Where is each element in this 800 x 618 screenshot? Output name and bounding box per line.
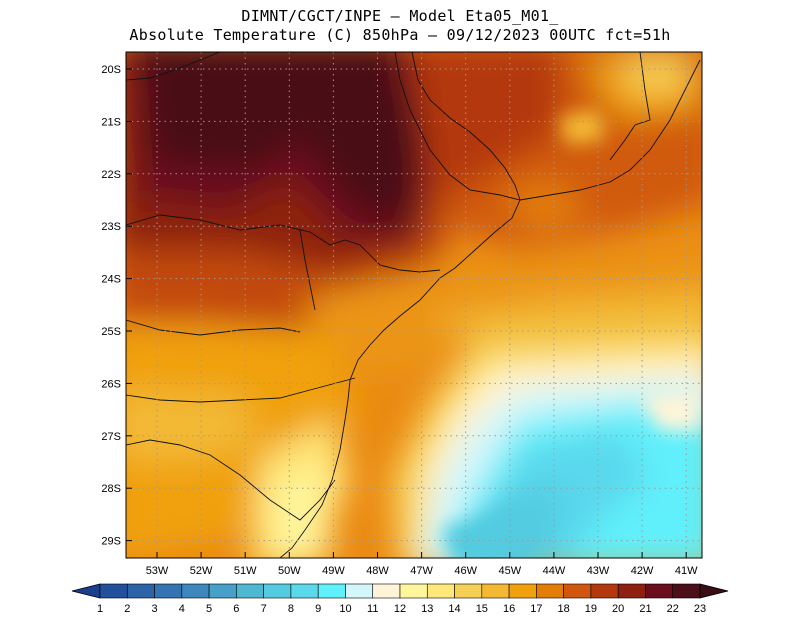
borders <box>126 52 701 558</box>
lat-label: 27S <box>101 431 121 443</box>
colorbar-label: 21 <box>639 603 651 615</box>
coastline <box>279 52 521 558</box>
colorbar-bin <box>536 583 564 599</box>
colorbar-label: 3 <box>151 603 157 615</box>
title-line-1: DIMNT/CGCT/INPE – Model Eta05_M01_ <box>241 7 559 25</box>
colorbar-bin <box>236 583 264 599</box>
colorbar: 1 2 3 4 5 6 7 8 9 10 11 12 13 14 15 16 17 18 19 20 21 22 23 <box>71 583 729 615</box>
colorbar-label: 6 <box>233 603 239 615</box>
colorbar-bin <box>590 583 619 599</box>
colorbar-bin <box>263 583 292 599</box>
lon-label: 41W <box>675 565 698 577</box>
colorbar-label: 18 <box>558 603 570 615</box>
colorbar-bin <box>208 583 237 599</box>
colorbar-bin <box>481 583 510 599</box>
temperature-field <box>126 52 702 558</box>
colorbar-arrow-high <box>699 583 729 599</box>
lat-label: 28S <box>101 483 121 495</box>
colorbar-bin <box>672 583 701 599</box>
colorbar-label: 7 <box>261 603 267 615</box>
lat-label: 29S <box>101 536 121 548</box>
border-sp-pr <box>126 214 441 273</box>
map-frame <box>125 51 703 559</box>
colorbar-label: 14 <box>448 603 460 615</box>
colorbar-label: 15 <box>476 603 488 615</box>
lon-label: 45W <box>498 565 521 577</box>
colorbar-bin <box>372 583 401 599</box>
colorbar-label: 2 <box>124 603 130 615</box>
colorbar-bin <box>126 583 155 599</box>
colorbar-label: 23 <box>694 603 706 615</box>
border-mg-sp <box>394 52 701 201</box>
lon-label: 53W <box>146 565 169 577</box>
colorbar-label: 16 <box>503 603 515 615</box>
lon-label: 52W <box>190 565 213 577</box>
colorbar-label: 17 <box>530 603 542 615</box>
colorbar-label: 9 <box>315 603 321 615</box>
lon-label: 42W <box>631 565 654 577</box>
latitude-labels: 20S 21S 22S 23S 24S 25S 26S 27S 28S 29S <box>101 64 132 548</box>
colorbar-bin <box>645 583 674 599</box>
longitude-labels: 53W 52W 51W 50W 49W 48W 47W 46W 45W 44W 43W 42W 41W <box>146 552 698 577</box>
colorbar-label: 5 <box>206 603 212 615</box>
lat-label: 20S <box>101 64 121 76</box>
lat-label: 26S <box>101 378 121 390</box>
lon-label: 51W <box>234 565 257 577</box>
lat-label: 25S <box>101 326 121 338</box>
lon-label: 46W <box>454 565 477 577</box>
border-paraguay <box>299 229 316 311</box>
colorbar-bin <box>345 583 374 599</box>
colorbar-arrow-low <box>71 583 101 599</box>
colorbar-bin <box>290 583 319 599</box>
colorbar-bin <box>508 583 537 599</box>
colorbar-label: 13 <box>421 603 433 615</box>
border-argentina <box>126 319 301 336</box>
title-line-2: Absolute Temperature (C) 850hPa – 09/12/… <box>129 26 671 44</box>
lon-label: 44W <box>543 565 566 577</box>
colorbar-bin <box>563 583 592 599</box>
lon-label: 50W <box>278 565 301 577</box>
colorbar-label: 11 <box>367 603 378 615</box>
colorbar-label: 8 <box>288 603 294 615</box>
lon-label: 43W <box>587 565 610 577</box>
colorbar-label: 4 <box>179 603 185 615</box>
colorbar-label: 19 <box>585 603 597 615</box>
colorbar-bin <box>99 583 128 599</box>
colorbar-bin <box>617 583 646 599</box>
lon-label: 47W <box>410 565 433 577</box>
colorbar-label: 10 <box>339 603 351 615</box>
lat-label: 24S <box>101 274 121 286</box>
lat-label: 21S <box>101 116 121 128</box>
border-ms-sp <box>126 52 221 81</box>
colorbar-bin <box>426 583 455 599</box>
colorbar-label: 12 <box>394 603 406 615</box>
lat-label: 22S <box>101 169 121 181</box>
border-sc-rs <box>126 439 336 521</box>
colorbar-bin <box>399 583 428 599</box>
lon-label: 48W <box>366 565 389 577</box>
colorbar-bin <box>454 583 483 599</box>
colorbar-label: 22 <box>667 603 679 615</box>
colorbar-bin <box>154 583 183 599</box>
colorbar-bin <box>181 583 210 599</box>
lat-label: 23S <box>101 221 121 233</box>
lon-label: 49W <box>322 565 345 577</box>
graticule <box>126 52 702 558</box>
colorbar-label: 20 <box>612 603 624 615</box>
colorbar-label: 1 <box>97 603 103 615</box>
border-mg-es <box>609 52 651 161</box>
colorbar-bin <box>317 583 346 599</box>
